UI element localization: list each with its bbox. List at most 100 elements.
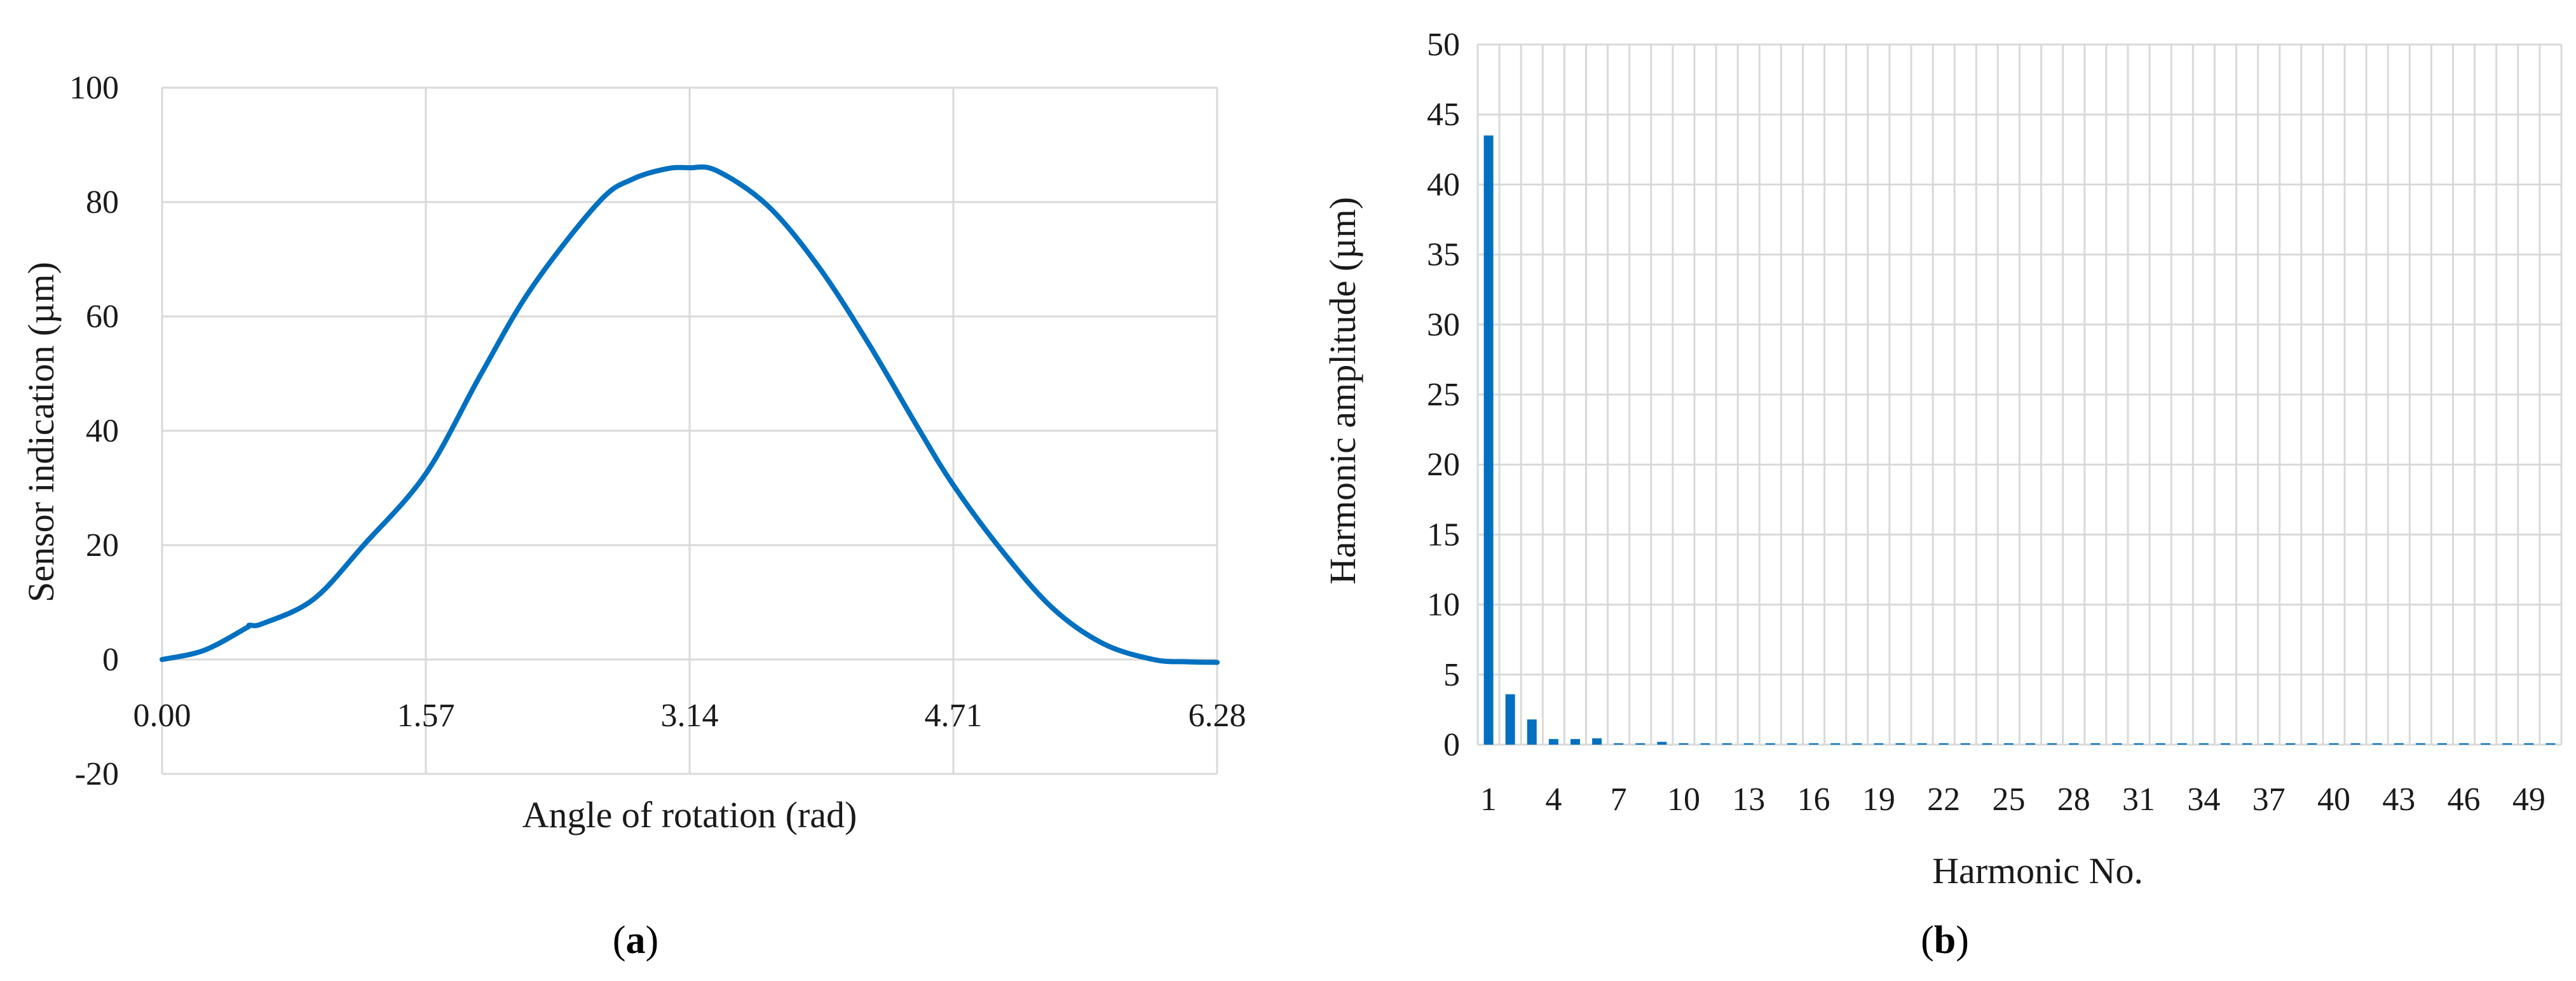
chart-a-grid xyxy=(161,86,1218,775)
chart-b-bar xyxy=(2264,743,2274,745)
chart-b-y-tick-label: 35 xyxy=(1427,237,1460,273)
chart-b-bar xyxy=(1765,743,1775,745)
chart-b-bar xyxy=(2459,743,2469,745)
chart-b-x-tick-label: 34 xyxy=(2187,781,2220,818)
chart-b-bar xyxy=(2350,743,2361,745)
chart-b-bar xyxy=(2415,743,2425,745)
chart-a-x-tick-label: 0.00 xyxy=(133,698,191,734)
chart-b-bar xyxy=(2394,743,2404,745)
chart-b-x-tick-label: 49 xyxy=(2512,781,2545,818)
chart-b-bar xyxy=(1527,719,1537,745)
chart-b-bar xyxy=(1830,743,1841,745)
chart-b-x-tick-label: 1 xyxy=(1480,781,1497,818)
chart-b-x-axis-title: Harmonic No. xyxy=(1932,850,2143,891)
chart-b-bar xyxy=(2545,743,2556,745)
chart-b-y-tick-label: 0 xyxy=(1443,727,1460,763)
chart-b-bar xyxy=(1505,694,1515,745)
chart-b-bar xyxy=(1743,743,1754,745)
chart-b-bar xyxy=(2047,743,2057,745)
chart-a-x-tick-label: 4.71 xyxy=(925,698,983,734)
chart-b-bar xyxy=(1809,743,1819,745)
chart-b-ticks: 0 5 10 15 20 25 30 35 40 45 50 1 4 7 10 13 16 19 22 25 28 31 3… xyxy=(1427,27,2545,818)
chart-b-x-tick-label: 43 xyxy=(2382,781,2415,818)
chart-b-x-tick-label: 25 xyxy=(1992,781,2025,818)
chart-b-y-axis-title: Harmonic amplitude (µm) xyxy=(1322,197,1363,585)
chart-b-x-tick-label: 4 xyxy=(1545,781,1562,818)
chart-a-y-tick-label: 0 xyxy=(102,642,119,678)
chart-a-y-axis-title: Sensor indication (µm) xyxy=(20,262,62,602)
chart-b-bar xyxy=(2090,743,2101,745)
chart-b-bars xyxy=(1483,135,2556,745)
chart-b-bar xyxy=(1874,743,1884,745)
chart-b-y-tick-label: 10 xyxy=(1427,587,1460,623)
chart-b-y-tick-label: 30 xyxy=(1427,307,1460,343)
chart-b-bar xyxy=(1852,743,1862,745)
chart-b-bar xyxy=(2307,743,2317,745)
chart-b-bar xyxy=(2481,743,2491,745)
chart-a-y-tick-label: -20 xyxy=(75,756,119,792)
chart-b-bar xyxy=(1614,743,1624,745)
chart-b-bar xyxy=(1570,739,1580,745)
chart-b-bar xyxy=(2112,743,2122,745)
chart-b-x-tick-label: 40 xyxy=(2317,781,2350,818)
chart-b-caption: (b) xyxy=(1921,919,1969,962)
chart-b-bar xyxy=(2329,743,2339,745)
chart-b-x-tick-label: 7 xyxy=(1611,781,1627,818)
chart-b-x-tick-label: 37 xyxy=(2252,781,2286,818)
chart-a: -20 0 20 40 60 80 100 0.00 1.57 3.14 4.71 6.28 Angl… xyxy=(20,70,1246,962)
chart-a-ticks: -20 0 20 40 60 80 100 0.00 1.57 3.14 4.71 6.28 xyxy=(69,70,1246,792)
chart-b-bar xyxy=(1722,743,1732,745)
chart-b-bar xyxy=(1917,743,1927,745)
chart-b-x-tick-label: 19 xyxy=(1862,781,1895,818)
chart-a-y-tick-label: 40 xyxy=(86,413,119,449)
chart-b-bar xyxy=(1787,743,1797,745)
chart-b-bar xyxy=(2198,743,2209,745)
chart-b-x-tick-label: 16 xyxy=(1797,781,1830,818)
chart-b-bar xyxy=(1679,743,1689,745)
chart-a-y-tick-label: 100 xyxy=(69,70,119,106)
chart-b-x-tick-label: 22 xyxy=(1927,781,1960,818)
chart-b-bar xyxy=(2155,743,2165,745)
chart-b-x-tick-label: 46 xyxy=(2448,781,2481,818)
chart-b-bar xyxy=(1592,738,1602,745)
chart-a-caption: (a) xyxy=(613,919,658,962)
chart-b-bar xyxy=(1657,741,1667,745)
chart-b-bar xyxy=(2026,743,2036,745)
chart-b-bar xyxy=(1982,743,1992,745)
chart-b-y-tick-label: 5 xyxy=(1443,657,1460,693)
chart-b-y-tick-label: 45 xyxy=(1427,97,1460,133)
chart-b-bar xyxy=(2177,743,2187,745)
chart-b-bar xyxy=(1700,743,1710,745)
chart-b-x-tick-label: 28 xyxy=(2057,781,2090,818)
chart-b-bar xyxy=(2242,743,2252,745)
chart-a-caption-letter: a xyxy=(626,919,646,962)
chart-a-y-tick-label: 60 xyxy=(86,299,119,335)
chart-b-bar xyxy=(2437,743,2447,745)
chart-b-y-tick-label: 25 xyxy=(1427,377,1460,413)
chart-b-bar xyxy=(1548,739,1558,745)
chart-b-bar xyxy=(2069,743,2079,745)
chart-b-bar xyxy=(1635,743,1646,745)
chart-b-x-tick-label: 31 xyxy=(2122,781,2155,818)
chart-a-x-tick-label: 1.57 xyxy=(397,698,455,734)
chart-b-bar xyxy=(2220,743,2230,745)
chart-b-bar xyxy=(2524,743,2534,745)
chart-b-caption-letter: b xyxy=(1934,919,1956,962)
chart-b-y-tick-label: 40 xyxy=(1427,166,1460,203)
chart-b-y-tick-label: 20 xyxy=(1427,447,1460,483)
chart-b-bar xyxy=(1939,743,1949,745)
chart-b-bar xyxy=(1960,743,1970,745)
chart-a-x-tick-label: 3.14 xyxy=(661,698,719,734)
chart-a-x-tick-label: 6.28 xyxy=(1189,698,1246,734)
chart-a-series-line xyxy=(160,164,1220,665)
chart-b: 0 5 10 15 20 25 30 35 40 45 50 1 4 7 10 13 16 19 22 25 28 31 3… xyxy=(1322,27,2563,962)
chart-b-grid xyxy=(1476,43,2563,746)
chart-b-x-tick-label: 10 xyxy=(1667,781,1700,818)
chart-b-bar xyxy=(2372,743,2382,745)
chart-a-y-tick-label: 20 xyxy=(86,527,119,564)
chart-b-bar xyxy=(2003,743,2014,745)
chart-b-bar xyxy=(2502,743,2512,745)
chart-b-y-tick-label: 15 xyxy=(1427,517,1460,553)
chart-b-bar xyxy=(1895,743,1905,745)
